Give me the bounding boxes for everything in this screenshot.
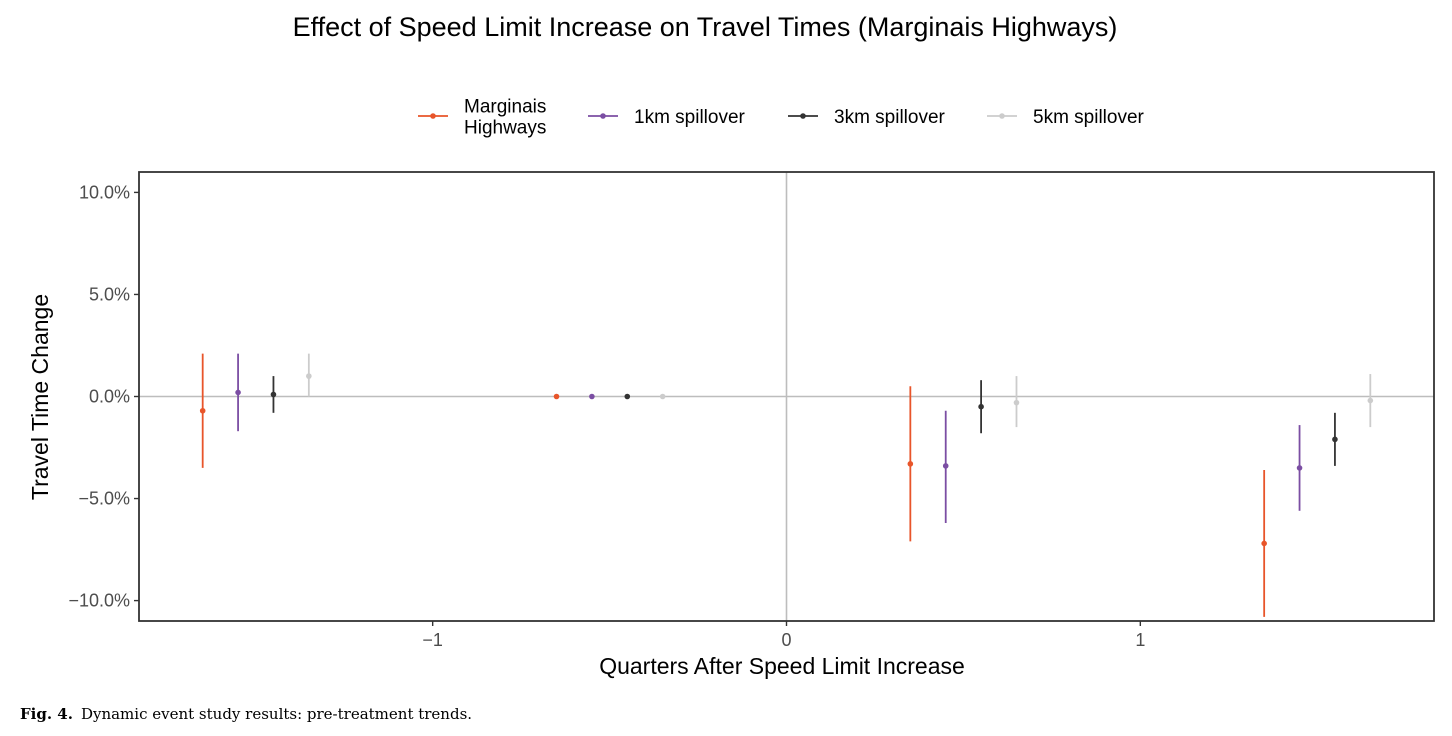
legend-item-3: 3km spillover <box>788 107 946 128</box>
data-point <box>553 393 560 400</box>
data-point <box>270 391 277 398</box>
legend: Marginais Highways 1km spillover 3km spillo… <box>418 97 1145 139</box>
data-point <box>1013 399 1020 406</box>
series-1 <box>199 353 1267 617</box>
data-point <box>1296 465 1303 471</box>
series-4 <box>306 353 1374 428</box>
series-3 <box>270 376 1338 466</box>
legend-label: 5km spillover <box>1033 107 1145 128</box>
x-axis-label: Quarters After Speed Limit Increase <box>599 653 965 679</box>
data-point <box>978 403 984 410</box>
x-tick-label: 1 <box>1135 630 1145 650</box>
legend-key-point <box>800 113 806 119</box>
figure-caption-text: Dynamic event study results: pre-treatme… <box>80 705 473 723</box>
legend-item-4: 5km spillover <box>987 107 1145 128</box>
data-point <box>199 407 206 414</box>
data-point <box>1261 540 1267 547</box>
data-point <box>659 393 666 400</box>
data-point <box>1332 436 1338 443</box>
legend-item-2: 1km spillover <box>588 107 746 128</box>
y-tick-label: 0.0% <box>89 387 130 407</box>
legend-key-point <box>600 113 606 119</box>
data-point <box>306 373 312 379</box>
x-tick-label: 0 <box>781 630 791 650</box>
plot-area: 10.0% 5.0% 0.0% −5.0% −10.0% −1 0 1 <box>68 171 1435 650</box>
data-point <box>907 461 914 467</box>
y-tick-label: −10.0% <box>68 591 130 611</box>
legend-label: Marginais Highways <box>464 97 546 139</box>
y-tick-label: 10.0% <box>79 182 130 202</box>
x-tick-label: −1 <box>422 630 443 650</box>
legend-label: 3km spillover <box>834 107 946 128</box>
legend-key-point <box>999 113 1005 119</box>
y-tick-label: 5.0% <box>89 284 130 304</box>
legend-item-1: Marginais Highways <box>418 97 546 139</box>
data-point <box>235 389 241 396</box>
data-point <box>589 393 595 400</box>
figure-caption: Fig. 4. Dynamic event study results: pre-… <box>20 705 472 723</box>
y-axis-label: Travel Time Change <box>27 294 53 500</box>
data-point <box>1367 397 1374 404</box>
legend-key-point <box>430 113 436 119</box>
figure-caption-label: Fig. 4. <box>20 705 73 723</box>
legend-label: 1km spillover <box>634 107 746 128</box>
chart-title: Effect of Speed Limit Increase on Travel… <box>293 12 1118 42</box>
y-tick-label: −5.0% <box>78 489 130 509</box>
data-point <box>942 463 949 469</box>
series-2 <box>235 353 1303 524</box>
data-point <box>624 393 631 400</box>
